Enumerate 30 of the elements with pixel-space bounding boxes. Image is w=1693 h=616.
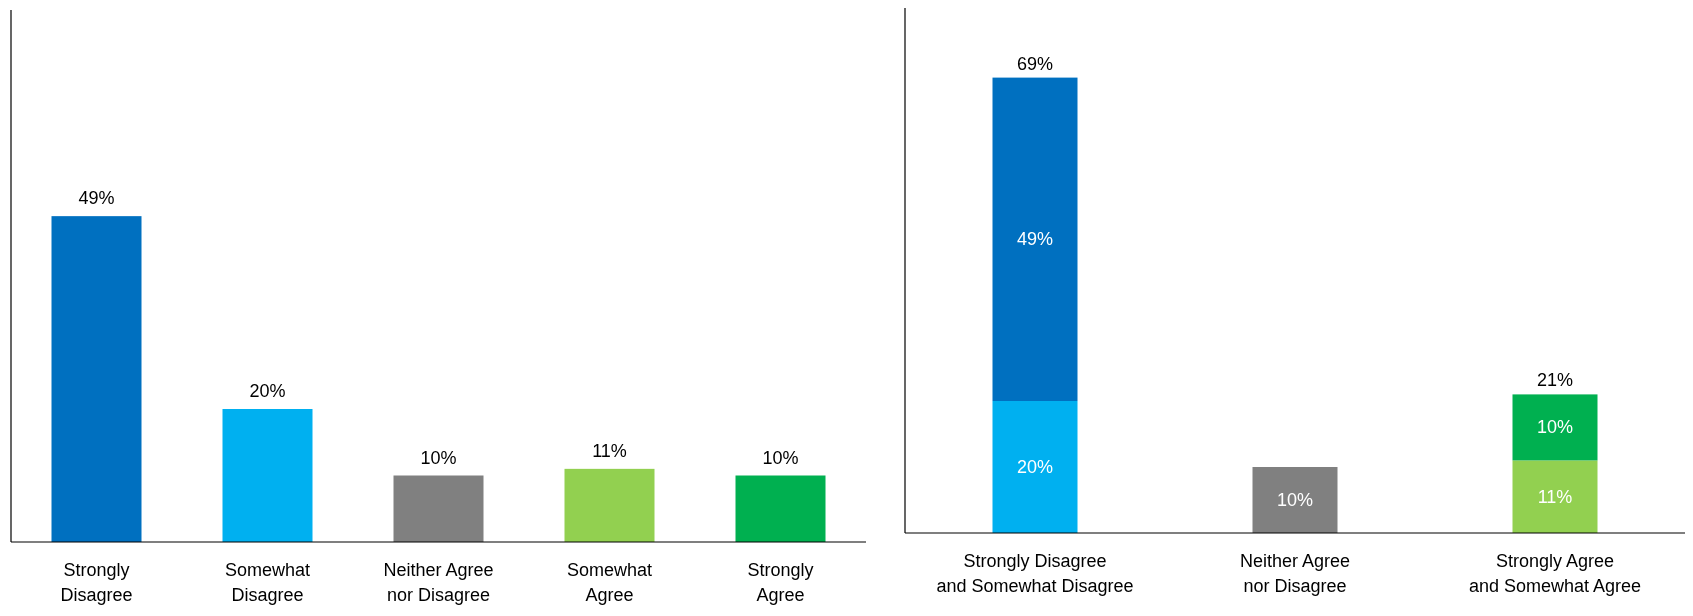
total-label: 21% [1536, 370, 1574, 391]
bar [1252, 467, 1338, 533]
data-label: 10% [1276, 490, 1314, 510]
bar [1512, 460, 1598, 533]
bar [735, 475, 826, 542]
bar [992, 77, 1078, 401]
bar [992, 401, 1078, 533]
x-tick-label: Somewhat Agree [566, 560, 653, 605]
bar [393, 475, 484, 542]
x-tick-label: Strongly Disagree [60, 560, 133, 605]
data-label: 49% [78, 188, 115, 209]
bar [564, 468, 655, 542]
bar [51, 216, 142, 542]
data-label: 11% [592, 440, 627, 461]
x-tick-label: Strongly Agree and Somewhat Agree [1468, 551, 1642, 596]
x-tick-label: Somewhat Disagree [224, 560, 311, 605]
data-label: 10% [1536, 417, 1574, 438]
data-label: 20% [1016, 457, 1054, 477]
data-label: 10% [762, 447, 799, 468]
x-tick-label: Neither Agree nor Disagree [1239, 551, 1351, 596]
bar [1512, 394, 1598, 461]
data-label: 11% [1537, 486, 1573, 507]
x-tick-label: Strongly Agree [747, 560, 814, 605]
x-tick-label: Strongly Disagree and Somewhat Disagree [936, 551, 1134, 596]
data-label: 20% [249, 381, 286, 401]
data-label: 10% [420, 447, 457, 468]
data-label: 49% [1016, 229, 1054, 250]
total-label: 69% [1016, 53, 1054, 74]
bar [222, 409, 313, 542]
x-tick-label: Neither Agree nor Disagree [383, 560, 494, 605]
